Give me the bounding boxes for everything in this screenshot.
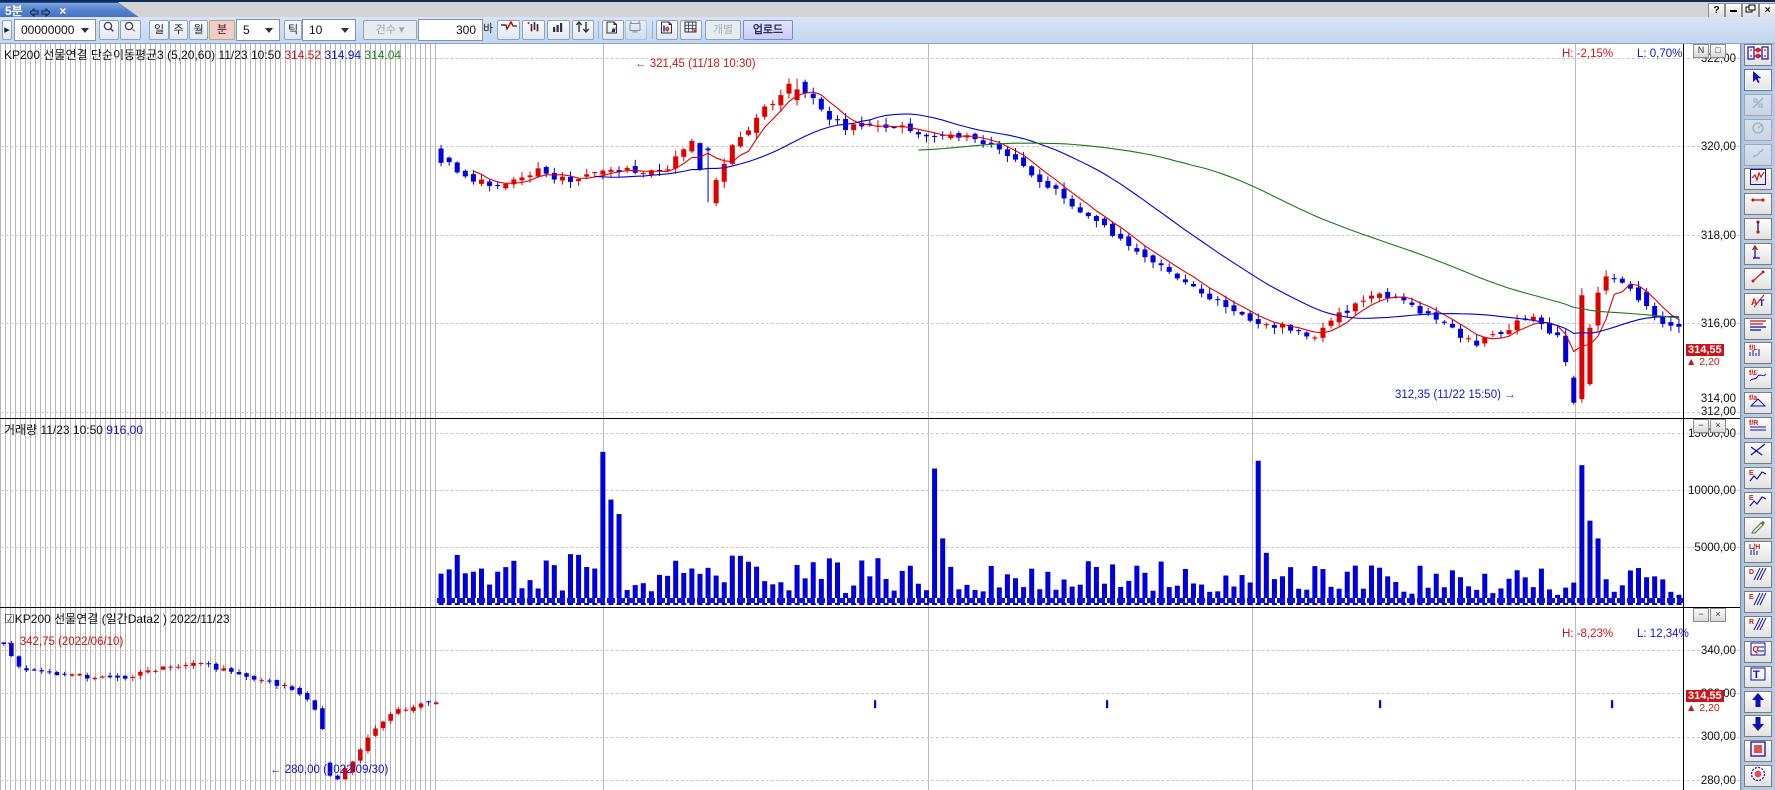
svg-text:E: E <box>1749 594 1754 601</box>
svg-text:T: T <box>1753 669 1760 681</box>
svg-text:L/H: L/H <box>1749 544 1760 551</box>
svg-text:f/£: f/£ <box>1749 370 1757 377</box>
svg-text:f/R: f/R <box>1749 420 1758 427</box>
svg-text:E: E <box>1749 495 1754 502</box>
svg-text:T: T <box>1759 298 1765 308</box>
svg-text:D: D <box>1749 569 1754 576</box>
svg-text:E: E <box>1749 470 1754 477</box>
svg-text:R: R <box>1749 619 1754 626</box>
svg-text:f/L: f/L <box>1749 345 1758 352</box>
svg-text:A: A <box>1751 297 1758 307</box>
svg-text:Q: Q <box>1753 645 1759 654</box>
